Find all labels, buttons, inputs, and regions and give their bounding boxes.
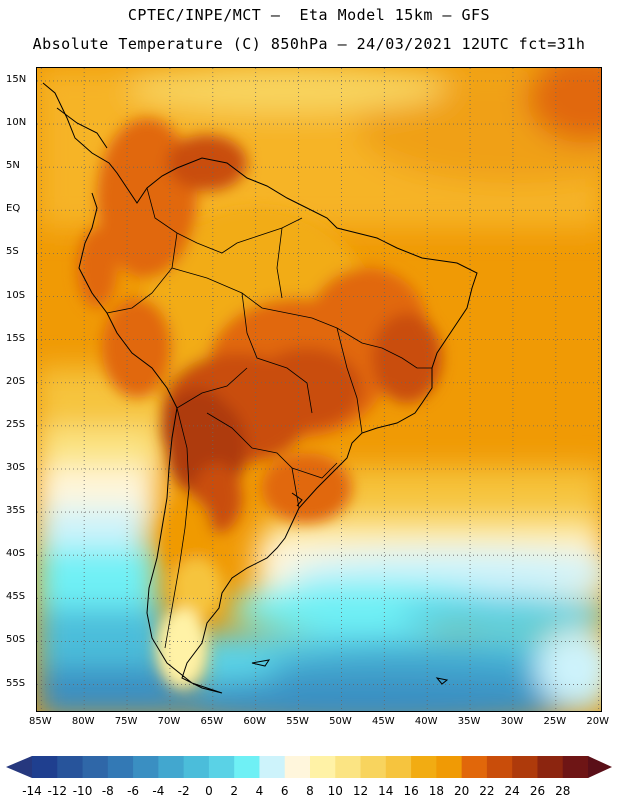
lat-tick-label: 25S xyxy=(6,418,26,430)
lat-tick-label: 20S xyxy=(6,375,26,387)
lat-tick-label: 55S xyxy=(6,677,26,689)
temperature-field-ocean xyxy=(37,68,601,711)
colorbar-tick-label: -12 xyxy=(47,784,68,798)
colorbar-tick-label: 18 xyxy=(428,784,444,798)
temperature-map xyxy=(37,68,601,711)
lat-tick-label: 5N xyxy=(6,160,20,172)
colorbar-swatch xyxy=(234,756,260,778)
colorbar-swatch xyxy=(335,756,362,778)
lat-tick-label: 15S xyxy=(6,332,26,344)
colorbar-tick-label: -14 xyxy=(22,784,42,798)
colorbar-below-triangle xyxy=(6,756,32,778)
colorbar-swatch xyxy=(107,756,134,778)
lat-tick-label: 35S xyxy=(6,505,26,517)
lat-tick-label: 50S xyxy=(6,634,26,646)
lon-tick-label: 60W xyxy=(243,716,266,727)
colorbar-tick-label: 2 xyxy=(230,784,238,798)
colorbar-tick-label: -2 xyxy=(177,784,190,798)
lat-tick-label: 45S xyxy=(6,591,26,603)
lon-tick-label: 70W xyxy=(157,716,181,727)
lon-tick-label: 45W xyxy=(372,716,395,727)
country-borders xyxy=(106,187,432,649)
coastlines xyxy=(42,82,478,694)
colorbar-swatch xyxy=(310,756,336,778)
colorbar-swatch xyxy=(32,756,58,778)
temperature-colorbar xyxy=(6,756,612,778)
lat-tick-label: 40S xyxy=(6,548,26,560)
colorbar-swatch xyxy=(158,756,185,778)
colorbar-tick-label: 10 xyxy=(327,784,343,798)
colorbar-tick-label: 6 xyxy=(280,784,289,798)
colorbar-swatch xyxy=(208,756,235,778)
colorbar-swatch xyxy=(360,756,387,778)
colorbar-tick-label: 16 xyxy=(403,784,419,798)
lat-tick-label: 10S xyxy=(6,289,26,301)
colorbar-tick-label: -6 xyxy=(127,784,140,798)
colorbar-swatch xyxy=(486,756,513,778)
colorbar-swatch xyxy=(436,756,463,778)
temperature-field-land xyxy=(77,118,442,688)
colorbar-swatch xyxy=(385,756,412,778)
lon-tick-label: 40W xyxy=(414,716,438,727)
colorbar-swatch xyxy=(259,756,286,778)
lat-tick-label: EQ xyxy=(6,203,21,215)
lon-tick-label: 55W xyxy=(286,716,309,727)
colorbar-tick-label: 20 xyxy=(453,784,470,798)
lon-tick-label: 75W xyxy=(114,716,138,727)
map-frame xyxy=(36,67,602,712)
chart-title-line1: CPTEC/INPE/MCT — Eta Model 15km — GFS xyxy=(127,6,491,24)
lon-tick-label: 35W xyxy=(457,716,481,727)
colorbar-swatch xyxy=(284,756,311,778)
colorbar-tick-label: 12 xyxy=(352,784,369,798)
lon-tick-label: 25W xyxy=(543,716,567,727)
colorbar-swatch xyxy=(133,756,159,778)
lon-tick-label: 80W xyxy=(71,716,95,727)
lon-tick-label: 85W xyxy=(28,716,52,727)
lat-tick-label: 10N xyxy=(6,117,27,129)
colorbar-tick-label: 14 xyxy=(378,784,394,798)
colorbar-swatch xyxy=(537,756,564,778)
lat-tick-label: 15N xyxy=(6,73,27,85)
colorbar-tick-label: 24 xyxy=(504,784,520,798)
colorbar-swatch xyxy=(183,756,210,778)
chart-title-line2: Absolute Temperature (C) 850hPa — 24/03/… xyxy=(32,35,586,53)
colorbar-swatch xyxy=(82,756,109,778)
colorbar-above-triangle xyxy=(588,756,612,778)
colorbar-swatch xyxy=(57,756,84,778)
colorbar-swatch xyxy=(562,756,589,778)
colorbar-tick-label: 26 xyxy=(529,784,546,798)
colorbar-tick-label: -10 xyxy=(72,784,93,798)
colorbar-tick-label: -4 xyxy=(152,784,165,798)
lon-tick-label: 20W xyxy=(586,716,610,727)
colorbar-tick-label: 4 xyxy=(255,784,264,798)
colorbar-swatch xyxy=(411,756,437,778)
colorbar-tick-label: 0 xyxy=(205,784,213,798)
colorbar-tick-label: 8 xyxy=(306,784,314,798)
colorbar-swatch xyxy=(461,756,488,778)
colorbar-swatch xyxy=(512,756,538,778)
colorbar-tick-label: -8 xyxy=(101,784,114,798)
lon-tick-label: 30W xyxy=(500,716,524,727)
colorbar-tick-label: 22 xyxy=(479,784,495,798)
lat-tick-label: 5S xyxy=(6,246,19,258)
lon-tick-label: 50W xyxy=(329,716,352,727)
lon-tick-label: 65W xyxy=(200,716,224,727)
lat-tick-label: 30S xyxy=(6,461,26,473)
colorbar-tick-label: 28 xyxy=(555,784,571,798)
